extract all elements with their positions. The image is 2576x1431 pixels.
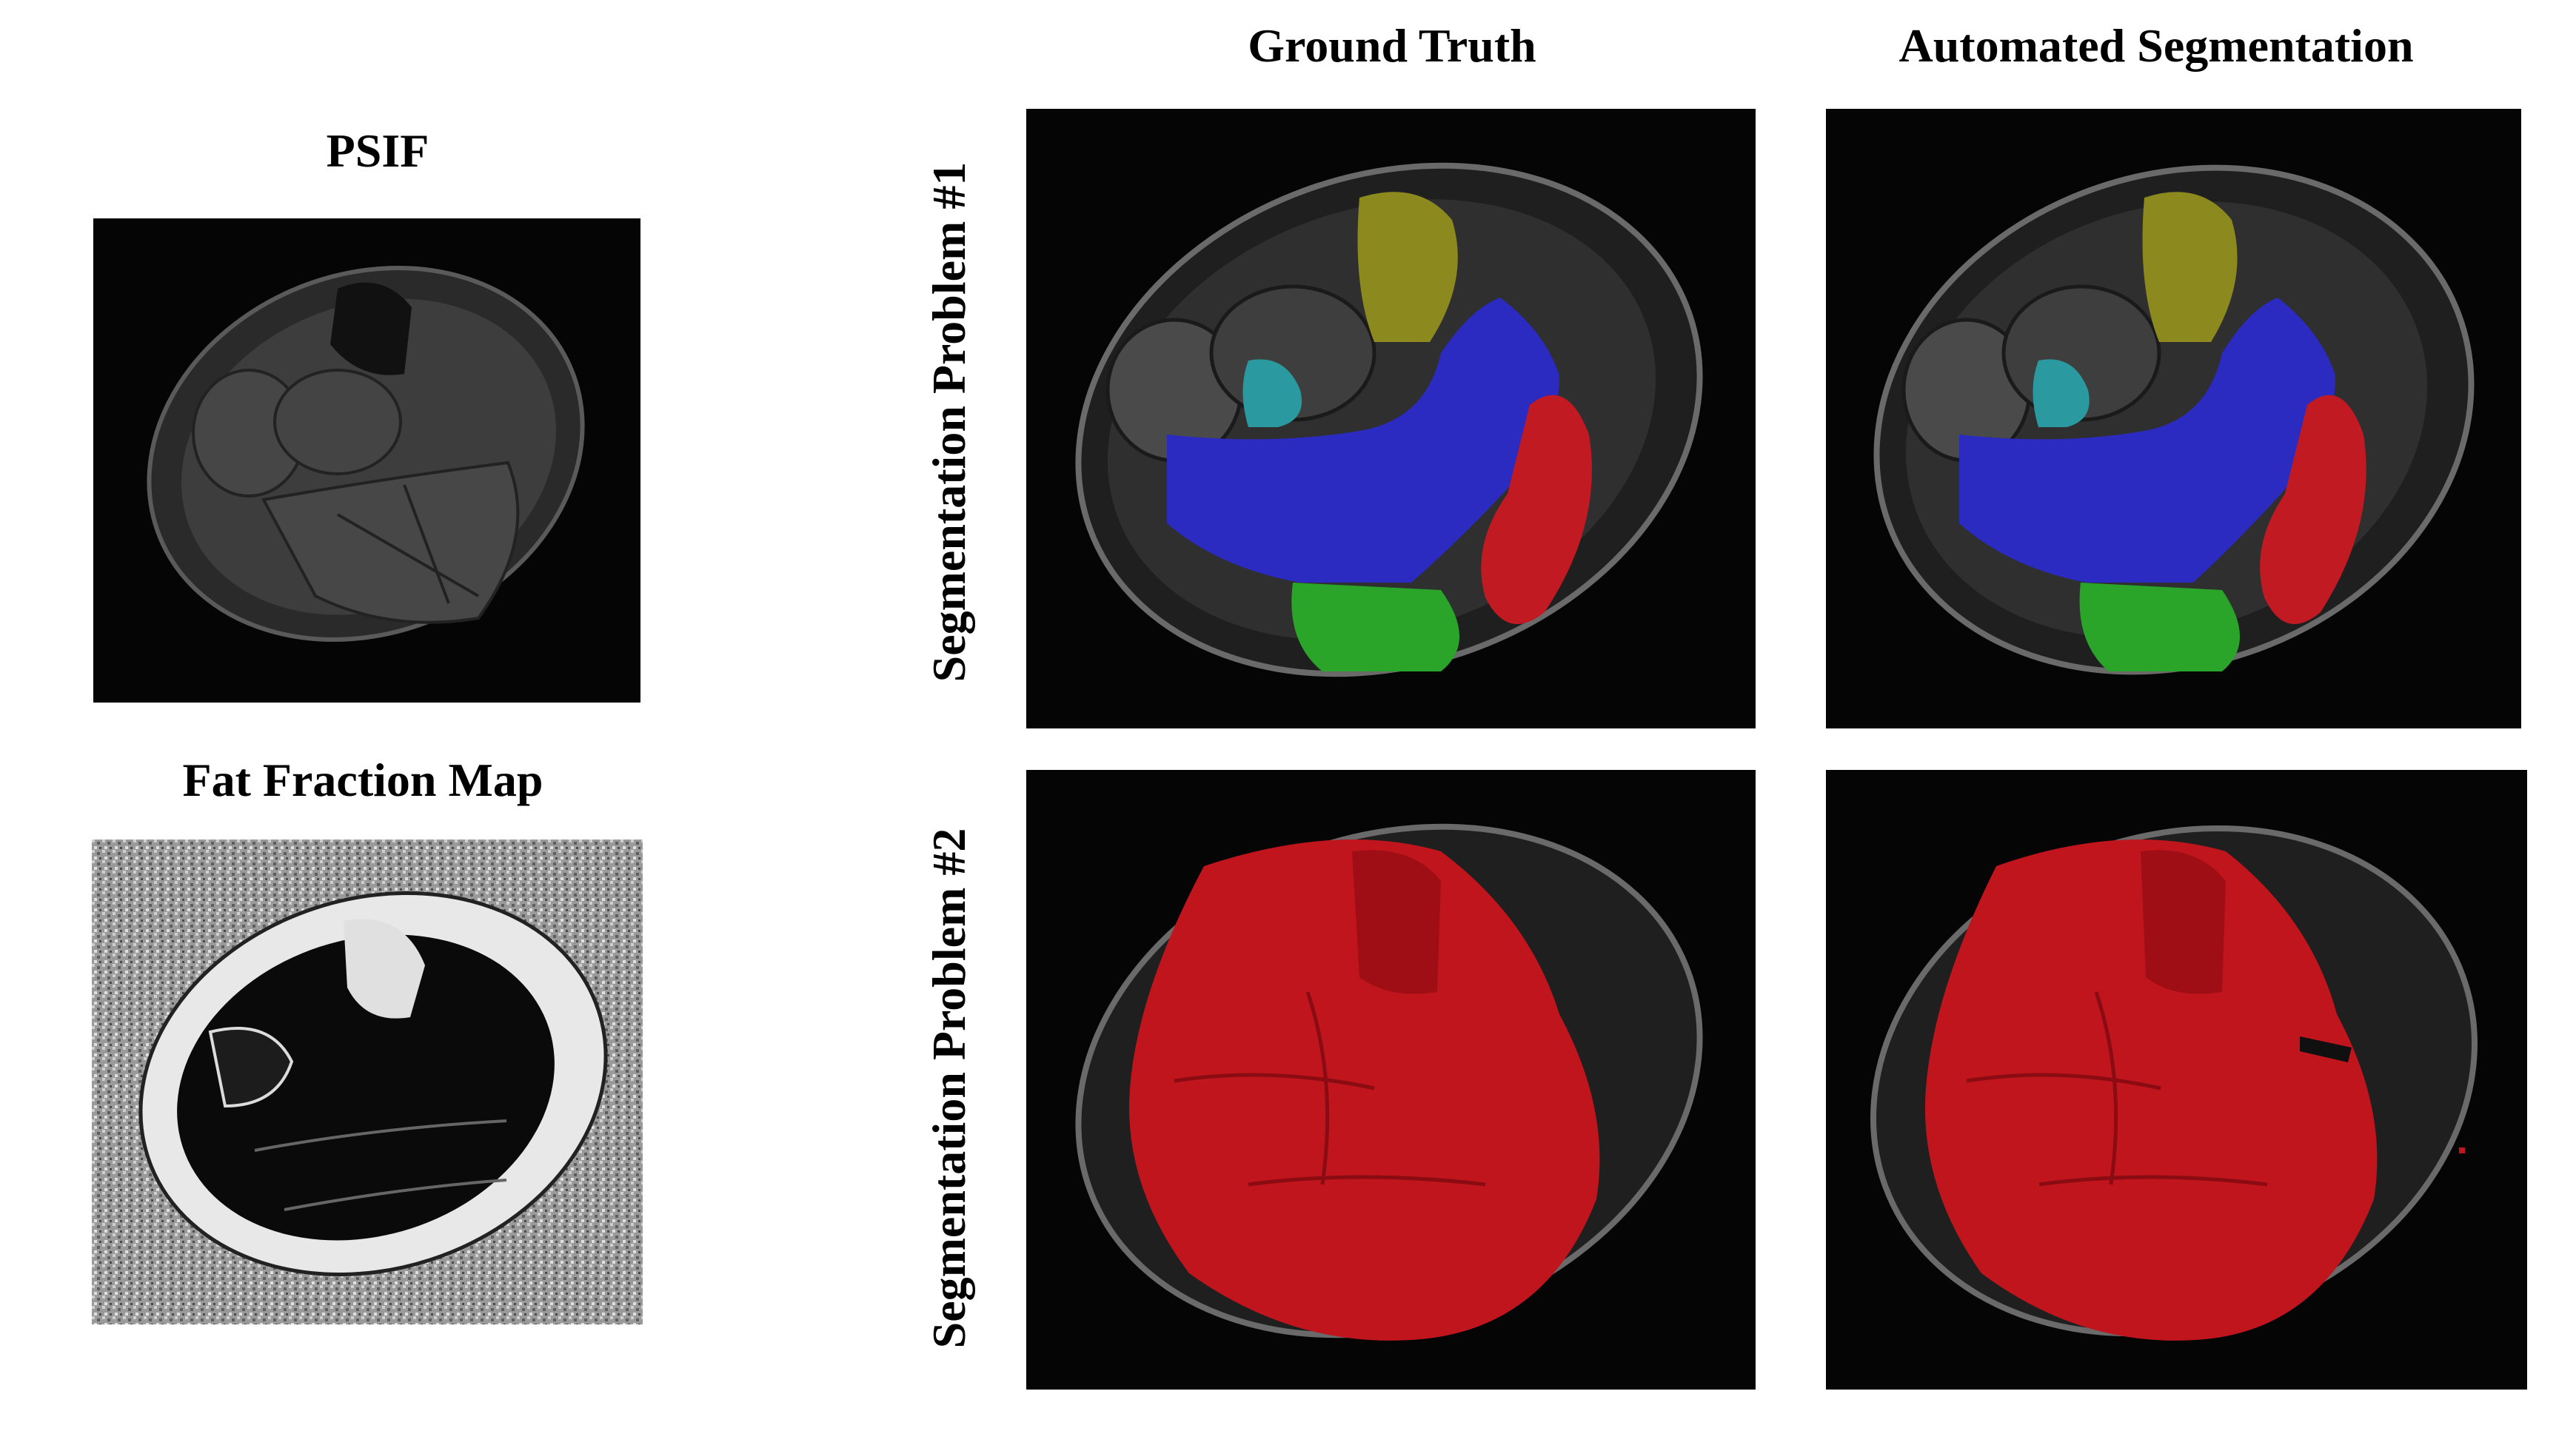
psif-title: PSIF xyxy=(326,124,429,177)
psif-image xyxy=(93,218,640,703)
fat-fraction-map-title: Fat Fraction Map xyxy=(182,754,543,806)
row-label-problem-1: Segmentation Problem #1 xyxy=(923,161,975,683)
row-label-problem-2: Segmentation Problem #2 xyxy=(923,828,975,1349)
problem1-ground-truth-image xyxy=(1026,109,1756,728)
problem1-automated-image xyxy=(1826,109,2521,728)
ground-truth-title: Ground Truth xyxy=(1248,19,1536,72)
automated-segmentation-title: Automated Segmentation xyxy=(1898,19,2414,72)
problem2-ground-truth-image xyxy=(1026,770,1756,1390)
fat-fraction-map-image xyxy=(92,840,643,1324)
problem2-automated-image xyxy=(1826,770,2527,1390)
